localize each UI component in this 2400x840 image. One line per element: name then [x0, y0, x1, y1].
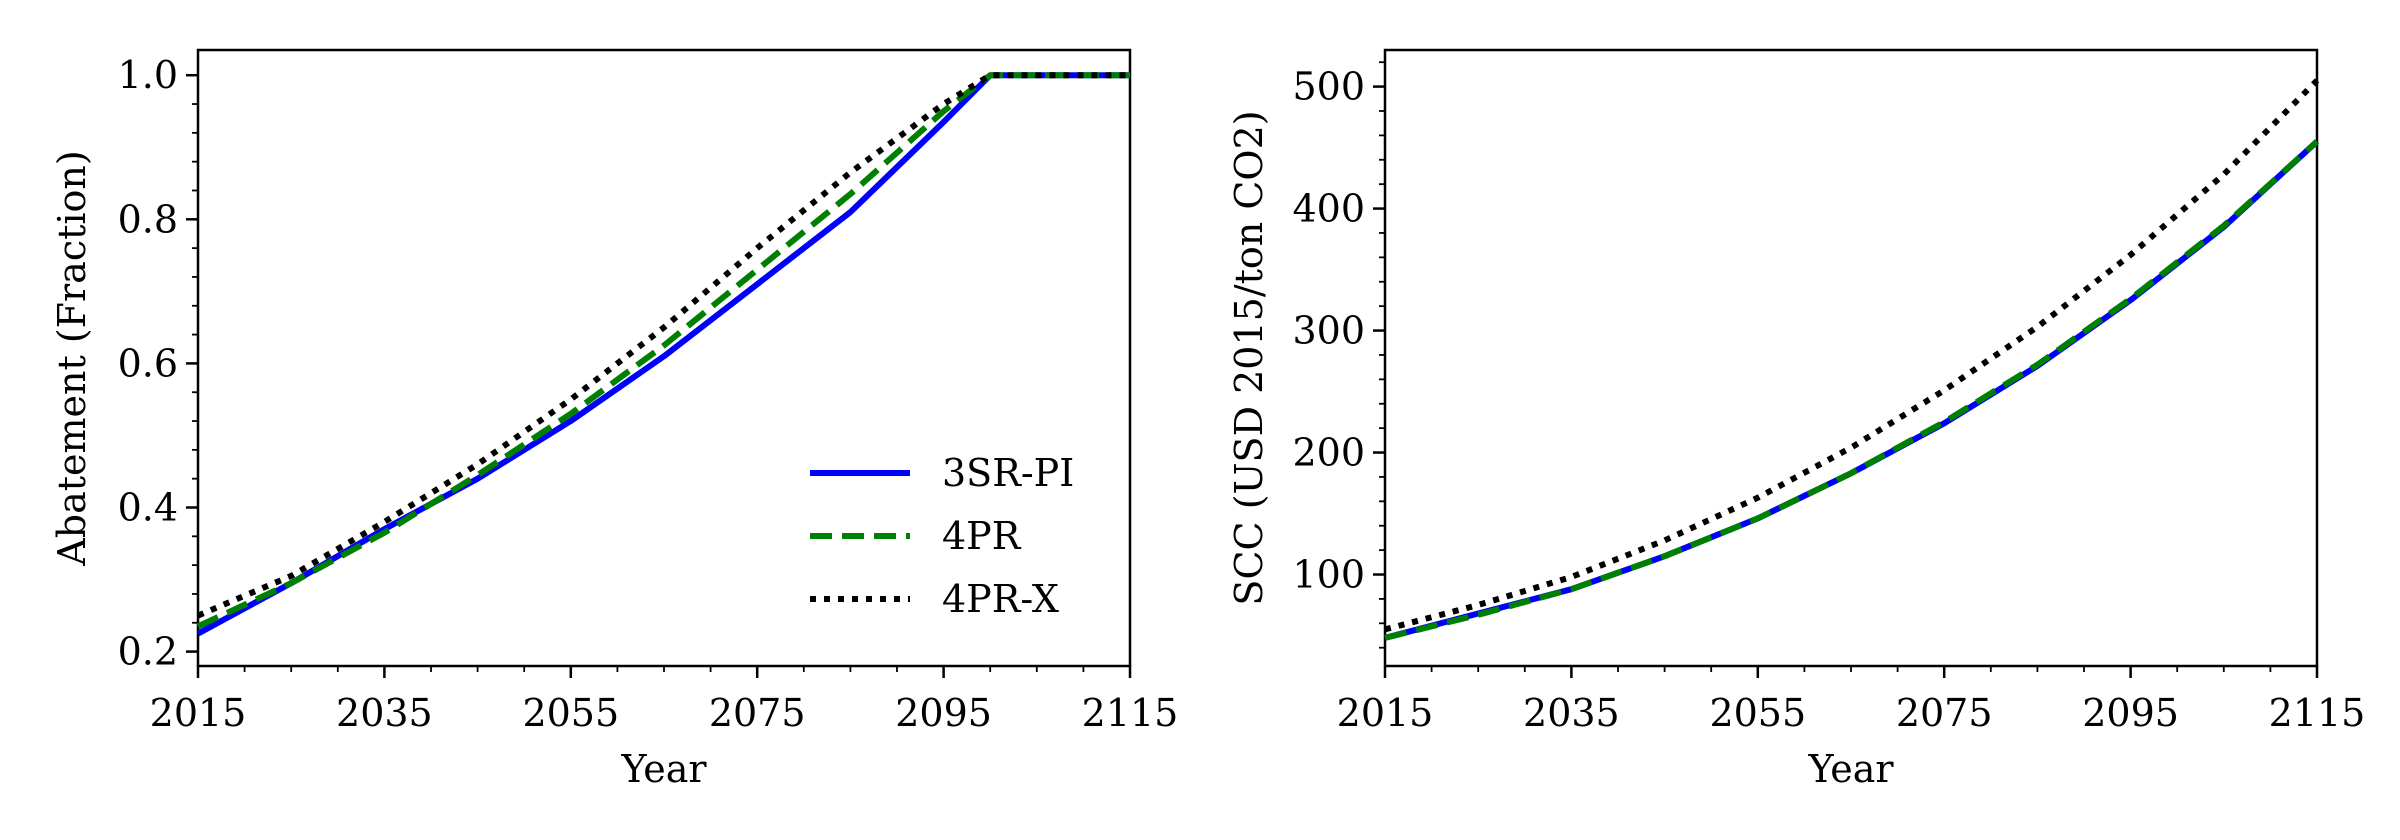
y-tick-label: 0.4 — [118, 485, 178, 529]
series-lines — [1384, 78, 2320, 641]
tick-group: 2015 2035 2055 2075 2095 2115 100 200 300 400 500 — [1292, 61, 2366, 735]
y-tick-label: 100 — [1292, 553, 1365, 597]
legend: 3SR-PI 4PR 4PR-X — [810, 451, 1074, 621]
x-tick-label: 2055 — [522, 691, 619, 735]
y-tick-label: 500 — [1292, 65, 1365, 109]
scc-chart: 2015 2035 2055 2075 2095 2115100200300400500 … — [1227, 48, 2366, 791]
y-tick-label: 0.8 — [118, 197, 178, 241]
series-lines — [196, 72, 1130, 637]
abatement-chart: 2015 2035 2055 2075 2095 21150.20.40.60.81.0 … — [50, 48, 1179, 791]
y-tick-label: 300 — [1292, 309, 1365, 353]
y-tick-label: 0.6 — [118, 341, 178, 385]
y-axis-label: SCC (USD 2015/ton CO2) — [1227, 110, 1271, 605]
y-tick-label: 1.0 — [118, 53, 178, 97]
legend-label-4pr-x: 4PR-X — [942, 577, 1059, 621]
series-line-4pr-x — [196, 72, 1130, 619]
x-tick-label: 2035 — [336, 691, 433, 735]
x-tick-label: 2015 — [1337, 691, 1434, 735]
series-line-4pr — [196, 72, 1130, 630]
legend-label-3sr-pi: 3SR-PI — [942, 451, 1074, 495]
x-tick-label: 2115 — [1082, 691, 1179, 735]
y-axis-label: Abatement (Fraction) — [50, 150, 94, 566]
x-tick-label: 2015 — [150, 691, 247, 735]
x-tick-label: 2075 — [709, 691, 806, 735]
x-axis-label: Year — [1807, 747, 1894, 791]
series-line-4pr — [1384, 139, 2320, 641]
x-tick-label: 2095 — [2082, 691, 2179, 735]
x-tick-label: 2095 — [895, 691, 992, 735]
x-tick-label: 2055 — [1709, 691, 1806, 735]
tick-group: 2015 2035 2055 2075 2095 2115 0.2 0.4 0.6 0.8 1.0 — [118, 53, 1179, 735]
x-tick-label: 2075 — [1896, 691, 1993, 735]
x-tick-label: 2115 — [2269, 691, 2366, 735]
legend-label-4pr: 4PR — [942, 514, 1022, 558]
x-tick-label: 2035 — [1523, 691, 1620, 735]
x-axis-label: Year — [620, 747, 707, 791]
y-tick-label: 400 — [1292, 187, 1365, 231]
y-tick-label: 200 — [1292, 431, 1365, 475]
y-tick-label: 0.2 — [118, 630, 178, 674]
series-line-4pr-x — [1384, 78, 2320, 633]
